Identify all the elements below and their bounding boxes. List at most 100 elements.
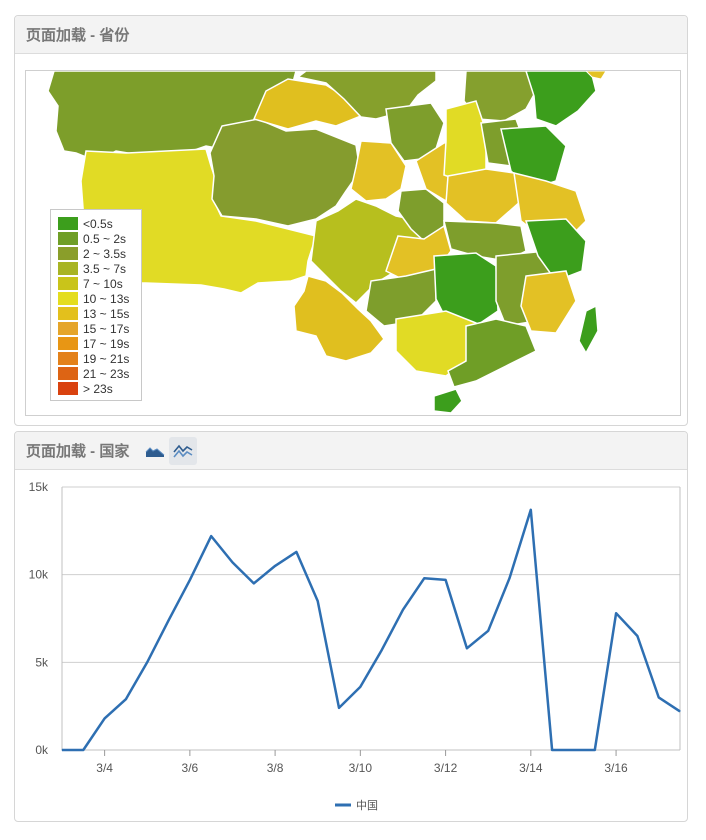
legend-item: 10 ~ 13s: [58, 291, 135, 306]
legend-swatch: [58, 307, 78, 320]
map-region: [445, 168, 522, 224]
data-point: [146, 661, 148, 663]
data-point: [530, 509, 532, 511]
legend-item: <0.5s: [58, 216, 135, 231]
legend-swatch: [58, 232, 78, 245]
series-line: [62, 508, 681, 752]
panel-title: 页面加载 - 省份: [26, 27, 130, 44]
data-point: [572, 749, 574, 751]
y-tick-label: 10k: [29, 568, 49, 582]
x-tick-label: 3/12: [434, 761, 458, 775]
line-chart-icon[interactable]: [169, 436, 198, 465]
legend-swatch: [58, 292, 78, 305]
data-point: [210, 535, 212, 537]
y-tick-label: 0k: [35, 743, 49, 757]
data-point: [487, 630, 489, 632]
data-point: [679, 710, 681, 712]
map-region: [585, 71, 607, 80]
data-point: [295, 551, 297, 553]
x-tick-label: 3/8: [267, 761, 284, 775]
legend-item: 0.5 ~ 2s: [58, 231, 135, 246]
map-region: [447, 318, 537, 388]
map-region: [433, 388, 463, 414]
x-tick-label: 3/14: [519, 761, 543, 775]
china-province-map[interactable]: <0.5s 0.5 ~ 2s 2 ~ 3.5s 3.5 ~ 7s 7 ~ 10s 10 ~…: [25, 70, 681, 416]
data-point: [104, 717, 106, 719]
map-legend: <0.5s 0.5 ~ 2s 2 ~ 3.5s 3.5 ~ 7s 7 ~ 10s 10 ~…: [50, 209, 142, 401]
map-region: [293, 275, 385, 362]
data-point: [445, 579, 447, 581]
legend-label: 3.5 ~ 7s: [83, 261, 127, 276]
panel-header: 页面加载 - 国家: [15, 432, 687, 470]
legend-swatch: [58, 382, 78, 395]
province-load-panel: 页面加载 - 省份: [14, 15, 688, 426]
data-point: [381, 649, 383, 651]
map-region: [578, 304, 599, 355]
legend-label: 19 ~ 21s: [83, 351, 130, 366]
legend-label: 17 ~ 19s: [83, 336, 130, 351]
legend-label: 7 ~ 10s: [83, 276, 123, 291]
data-point: [274, 565, 276, 567]
data-point: [509, 577, 511, 579]
data-point: [658, 696, 660, 698]
data-point: [359, 686, 361, 688]
data-point: [61, 749, 63, 751]
chart-type-switcher: [141, 436, 198, 465]
legend-item: 15 ~ 17s: [58, 321, 135, 336]
legend-label: 10 ~ 13s: [83, 291, 130, 306]
panel-header: 页面加载 - 省份: [15, 16, 687, 54]
legend-item: 21 ~ 23s: [58, 366, 135, 381]
map-svg: [47, 71, 607, 414]
map-region: [524, 218, 587, 282]
legend-item: > 23s: [58, 381, 135, 396]
data-point: [402, 609, 404, 611]
map-region: [365, 268, 437, 327]
map-region: [520, 270, 577, 334]
legend-item: 7 ~ 10s: [58, 276, 135, 291]
legend-label: > 23s: [83, 381, 113, 396]
data-point: [253, 582, 255, 584]
y-tick-label: 15k: [29, 480, 49, 494]
map-region: [525, 71, 597, 127]
legend-swatch: [58, 262, 78, 275]
legend-item: 19 ~ 21s: [58, 351, 135, 366]
area-chart-icon[interactable]: [141, 437, 169, 465]
legend-label: 中国: [356, 799, 378, 812]
data-point: [615, 612, 617, 614]
data-point: [189, 579, 191, 581]
legend-swatch: [58, 217, 78, 230]
legend-swatch: [58, 277, 78, 290]
x-tick-label: 3/6: [182, 761, 199, 775]
data-point: [231, 561, 233, 563]
data-point: [168, 619, 170, 621]
legend-swatch: [58, 322, 78, 335]
data-point: [338, 707, 340, 709]
legend-label: <0.5s: [83, 216, 113, 231]
legend-label: 2 ~ 3.5s: [83, 246, 127, 261]
panel-title: 页面加载 - 国家: [26, 443, 130, 460]
data-point: [423, 577, 425, 579]
legend-label: 0.5 ~ 2s: [83, 231, 127, 246]
legend-item: 3.5 ~ 7s: [58, 261, 135, 276]
data-point: [594, 749, 596, 751]
y-tick-label: 5k: [35, 655, 49, 669]
data-point: [317, 600, 319, 602]
country-load-panel: 页面加载 - 国家 0k 5k 10k 15k 3/4 3/6 3/8 3/10 3/12 3/1…: [14, 431, 688, 822]
data-point: [82, 749, 84, 751]
legend-swatch: [58, 247, 78, 260]
data-point: [466, 647, 468, 649]
legend-label: 13 ~ 15s: [83, 306, 130, 321]
legend-label: 21 ~ 23s: [83, 366, 130, 381]
legend-swatch: [58, 337, 78, 350]
legend-swatch: [58, 367, 78, 380]
line-chart: 0k 5k 10k 15k 3/4 3/6 3/8 3/10 3/12 3/14 3/16 中国: [29, 480, 681, 812]
x-tick-label: 3/16: [604, 761, 628, 775]
legend-item: 17 ~ 19s: [58, 336, 135, 351]
x-tick-label: 3/4: [96, 761, 113, 775]
data-point: [551, 749, 553, 751]
legend-label: 15 ~ 17s: [83, 321, 130, 336]
legend-item: 2 ~ 3.5s: [58, 246, 135, 261]
data-point: [125, 698, 127, 700]
x-tick-label: 3/10: [349, 761, 373, 775]
map-region: [209, 118, 361, 227]
